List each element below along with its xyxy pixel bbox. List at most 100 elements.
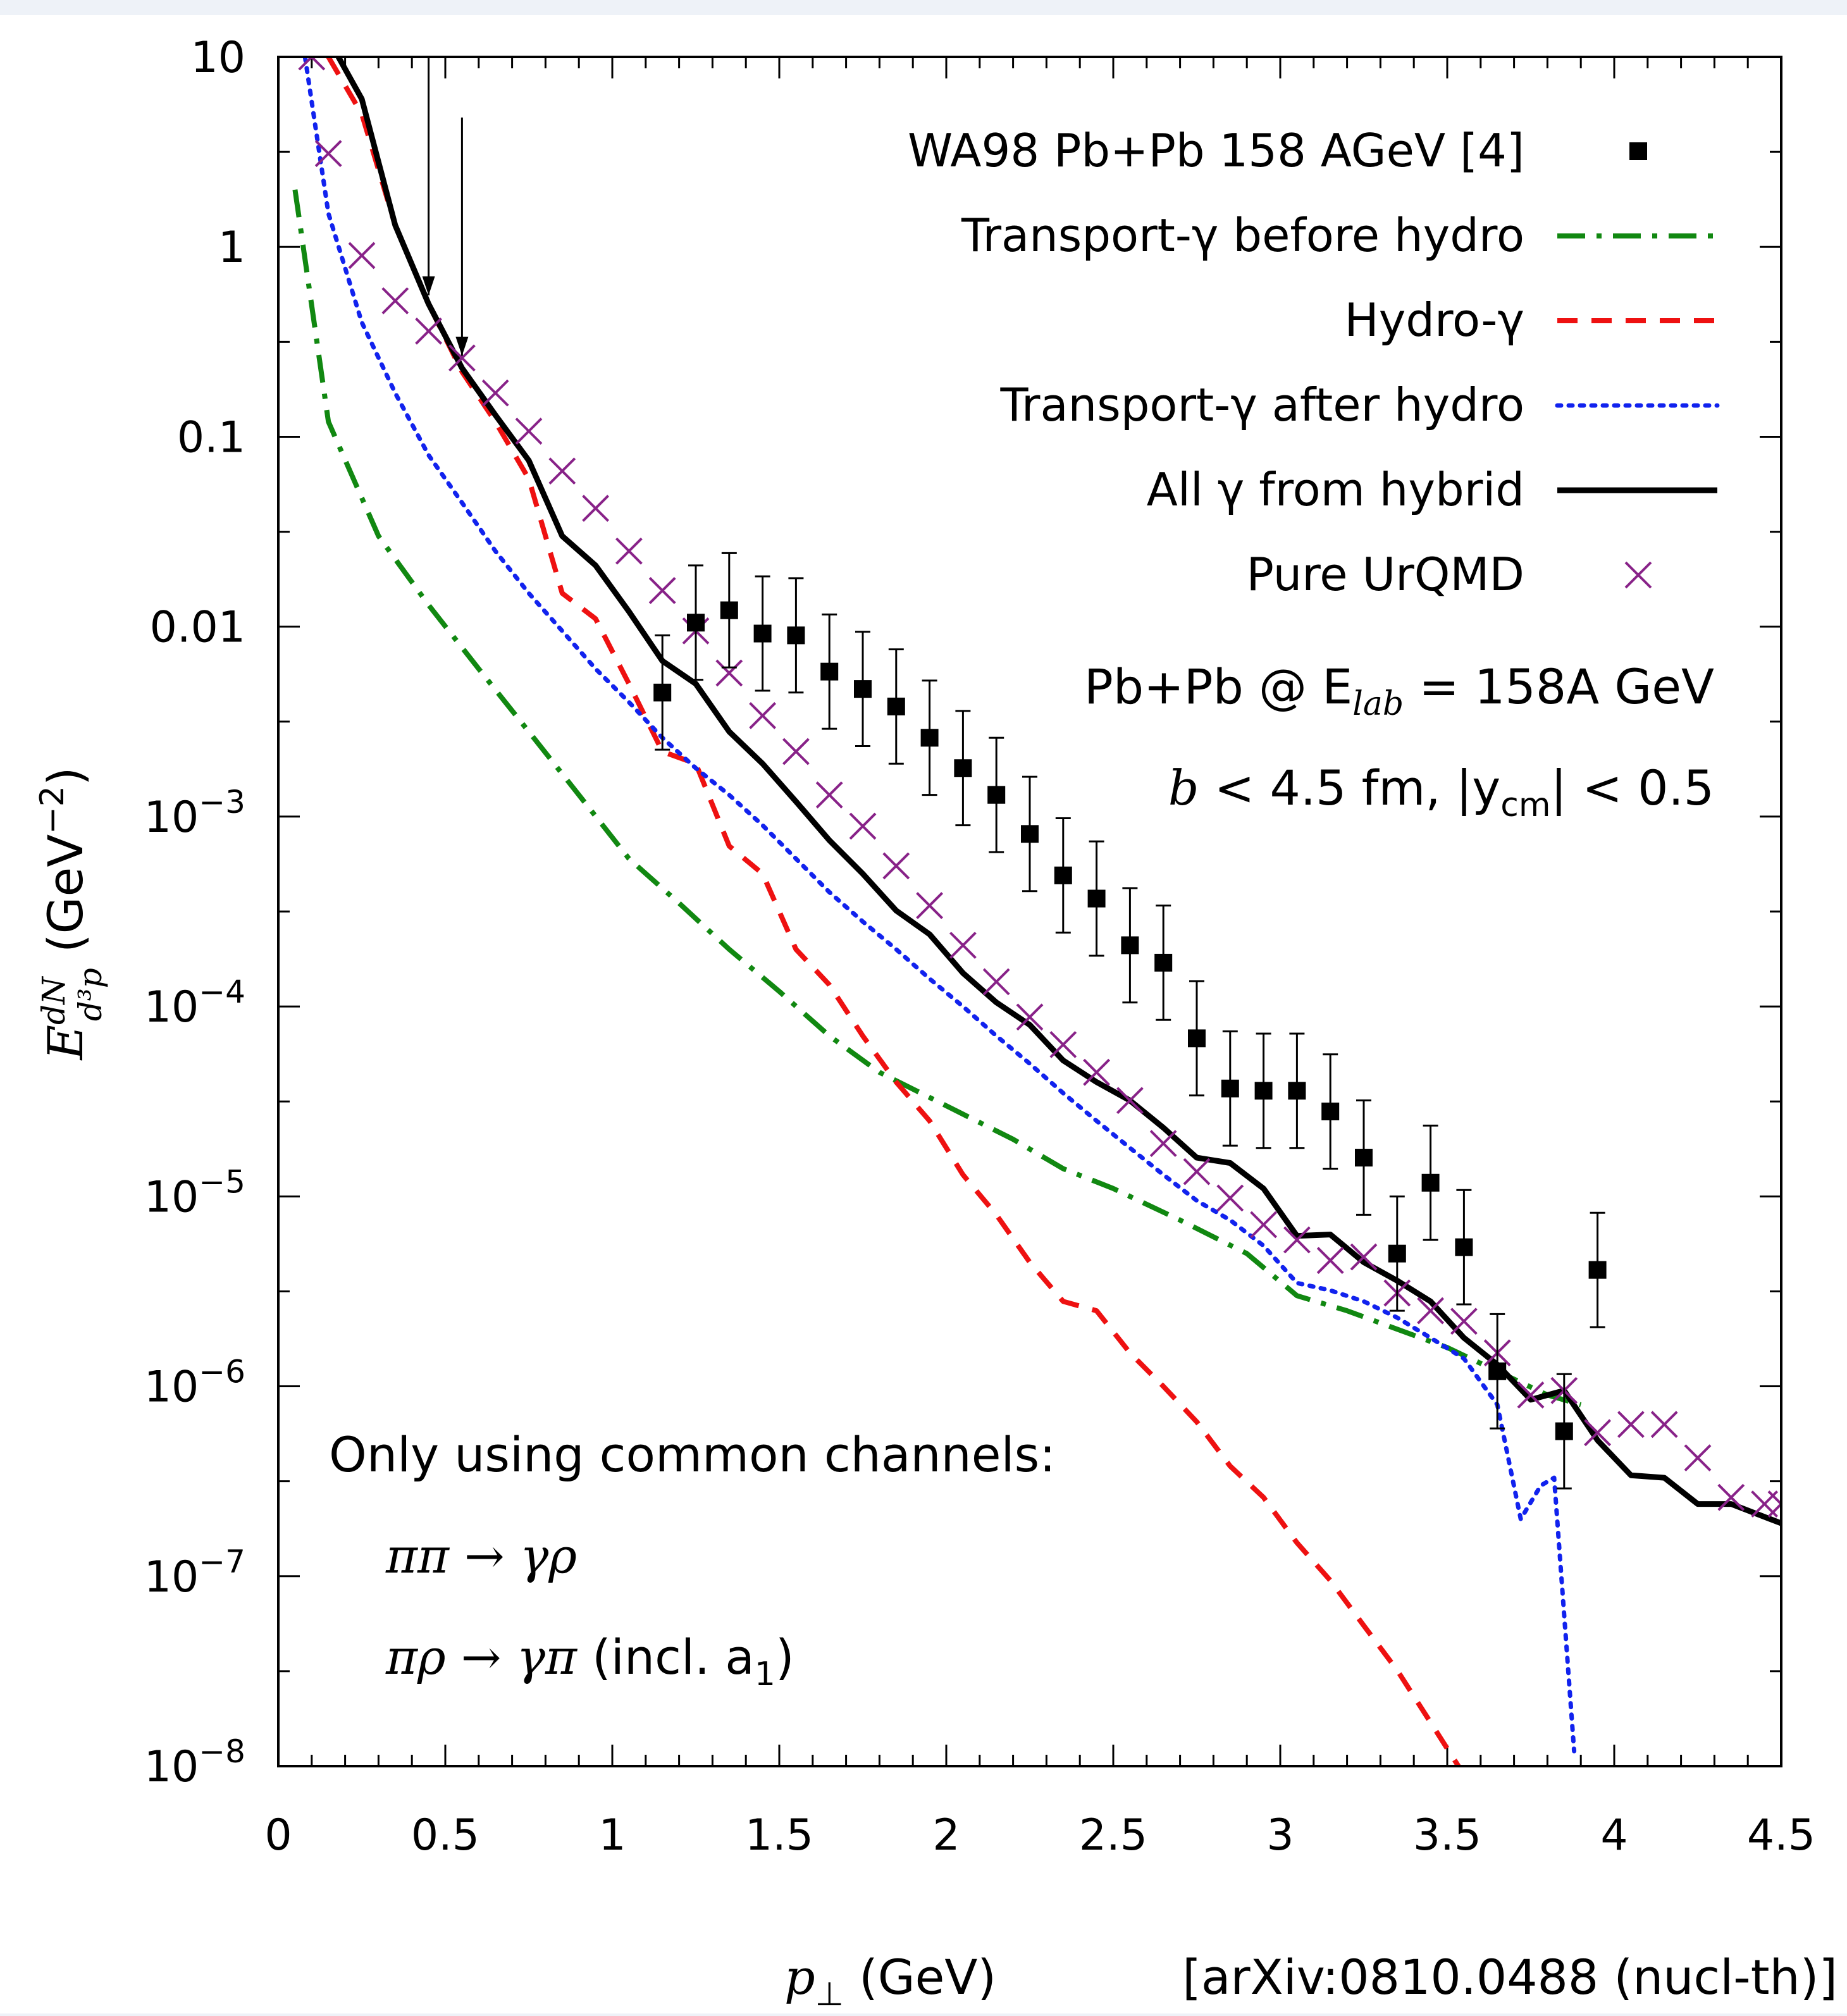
x-tick-label: 0 bbox=[264, 1810, 292, 1860]
data-point bbox=[1188, 1029, 1206, 1047]
x-tick-label: 0.5 bbox=[411, 1810, 479, 1860]
data-point bbox=[887, 698, 905, 715]
legend-label: Pure UrQMD bbox=[1246, 548, 1524, 601]
plot-panel: 0 0.5 1 1.5 2 2.5 3 3.5 4 4.5 10 1 0.1 0.01 10−3 10−4 1… bbox=[0, 15, 1847, 2013]
data-point bbox=[1021, 825, 1039, 843]
urqmd-cross bbox=[917, 893, 942, 918]
x-tick-label: 3 bbox=[1266, 1810, 1294, 1860]
data-point bbox=[854, 680, 872, 698]
urqmd-cross bbox=[1251, 1212, 1276, 1237]
x-tick-label: 3.5 bbox=[1413, 1810, 1481, 1860]
x-tick-label: 2 bbox=[932, 1810, 960, 1860]
data-point bbox=[1054, 867, 1072, 884]
urqmd-cross bbox=[1451, 1309, 1476, 1334]
elab-subscript: lab bbox=[1352, 685, 1404, 723]
urqmd-cross bbox=[984, 969, 1009, 994]
x-tick-label: 2.5 bbox=[1079, 1810, 1147, 1860]
urqmd-cross bbox=[1618, 1412, 1643, 1437]
urqmd-cross bbox=[750, 703, 775, 728]
x-axis-title: p⊥ (GeV) bbox=[784, 1949, 996, 2013]
channel-pirho: πρ → γπ (incl. a1) bbox=[385, 1629, 794, 1693]
legend-label: Transport-γ before hydro bbox=[961, 209, 1524, 262]
data-point bbox=[1121, 936, 1139, 954]
series-layer bbox=[295, 57, 1781, 1775]
data-point bbox=[954, 759, 972, 777]
data-point bbox=[1221, 1080, 1239, 1098]
urqmd-cross bbox=[616, 538, 641, 564]
urqmd-cross bbox=[1318, 1248, 1343, 1273]
urqmd-cross bbox=[850, 813, 875, 839]
legend-label: Hydro-γ bbox=[1345, 294, 1524, 347]
y-tick-labels: 1010.10.0110−310−410−510−610−710−8 bbox=[144, 33, 245, 1792]
x-tick-label: 1 bbox=[598, 1810, 626, 1860]
reaction-annotation: Pb+Pb @ Elab = 158A GeV bbox=[1084, 659, 1714, 723]
urqmd-cross bbox=[1051, 1032, 1076, 1057]
urqmd-cross bbox=[817, 782, 842, 808]
urqmd-cross bbox=[1685, 1445, 1710, 1471]
data-point bbox=[1488, 1363, 1506, 1380]
data-point bbox=[720, 602, 738, 619]
urqmd-cross bbox=[483, 380, 508, 405]
urqmd-cross bbox=[383, 288, 408, 313]
urqmd-cross bbox=[783, 739, 808, 764]
y-tick-label: 0.01 bbox=[150, 603, 245, 653]
legend-label: Transport-γ after hydro bbox=[999, 378, 1524, 431]
y-tick-label: 10−5 bbox=[144, 1163, 245, 1222]
x-tick-label: 4.5 bbox=[1747, 1810, 1815, 1860]
urqmd-cross bbox=[650, 578, 675, 603]
urqmd-cross bbox=[416, 318, 442, 343]
y-tick-label: 10−8 bbox=[144, 1733, 245, 1792]
urqmd-cross bbox=[349, 243, 374, 268]
data-point bbox=[820, 663, 838, 681]
y-axis-title: EdNd³p (GeV−2) bbox=[34, 767, 109, 1061]
x-tick-label: 1.5 bbox=[745, 1810, 813, 1860]
y-tick-label: 10−6 bbox=[144, 1354, 245, 1413]
urqmd-cross bbox=[884, 853, 909, 879]
reference-citation: [arXiv:0810.0488 (nucl-th)] bbox=[1182, 1949, 1838, 2005]
y-tick-label: 10−3 bbox=[144, 784, 245, 843]
data-point bbox=[921, 729, 939, 746]
urqmd-cross bbox=[583, 496, 608, 521]
photon-spectrum-chart: 0 0.5 1 1.5 2 2.5 3 3.5 4 4.5 10 1 0.1 0.01 10−3 10−4 1… bbox=[0, 15, 1847, 2013]
data-point bbox=[1088, 890, 1106, 908]
x-tick-labels: 0 0.5 1 1.5 2 2.5 3 3.5 4 4.5 bbox=[264, 1810, 1815, 1860]
urqmd-cross bbox=[1117, 1088, 1142, 1113]
y-tick-label: 0.1 bbox=[177, 412, 245, 462]
legend-sample-square bbox=[1629, 142, 1647, 160]
urqmd-cross bbox=[516, 419, 541, 444]
data-point bbox=[754, 625, 772, 643]
data-point bbox=[787, 626, 805, 644]
data-point bbox=[1355, 1149, 1373, 1166]
urqmd-cross bbox=[316, 141, 341, 166]
urqmd-cross bbox=[1218, 1185, 1243, 1211]
cuts-annotation: b < 4.5 fm, |ycm| < 0.5 bbox=[1168, 760, 1714, 824]
data-point bbox=[987, 786, 1005, 804]
data-point bbox=[1422, 1174, 1440, 1192]
legend: WA98 Pb+Pb 158 AGeV [4] Transport-γ befor… bbox=[908, 124, 1717, 601]
series-line-hydro- bbox=[328, 57, 1464, 1775]
y-tick-label: 10−4 bbox=[144, 974, 245, 1032]
data-point bbox=[1288, 1082, 1306, 1099]
data-point bbox=[1388, 1245, 1406, 1263]
urqmd-cross bbox=[1652, 1412, 1677, 1437]
y-tick-label: 10 bbox=[190, 33, 245, 83]
data-point bbox=[1589, 1261, 1607, 1279]
data-point bbox=[1555, 1423, 1573, 1440]
data-point bbox=[687, 614, 705, 631]
legend-label: WA98 Pb+Pb 158 AGeV [4] bbox=[908, 124, 1524, 177]
legend-label: All γ from hybrid bbox=[1147, 463, 1524, 516]
data-point bbox=[1154, 954, 1172, 972]
urqmd-cross bbox=[550, 459, 575, 484]
svg-text:EdNd³p (GeV−2): EdNd³p (GeV−2) bbox=[34, 767, 109, 1061]
urqmd-cross bbox=[1184, 1159, 1209, 1184]
urqmd-cross bbox=[1151, 1131, 1176, 1156]
channels-title: Only using common channels: bbox=[329, 1426, 1056, 1483]
x-tick-label: 4 bbox=[1600, 1810, 1628, 1860]
data-point bbox=[1455, 1239, 1473, 1256]
data-point bbox=[1321, 1103, 1339, 1120]
data-point bbox=[653, 684, 671, 702]
channel-pipi: ππ → γρ bbox=[385, 1528, 577, 1584]
y-tick-label: 1 bbox=[218, 223, 245, 273]
urqmd-cross bbox=[950, 932, 975, 958]
